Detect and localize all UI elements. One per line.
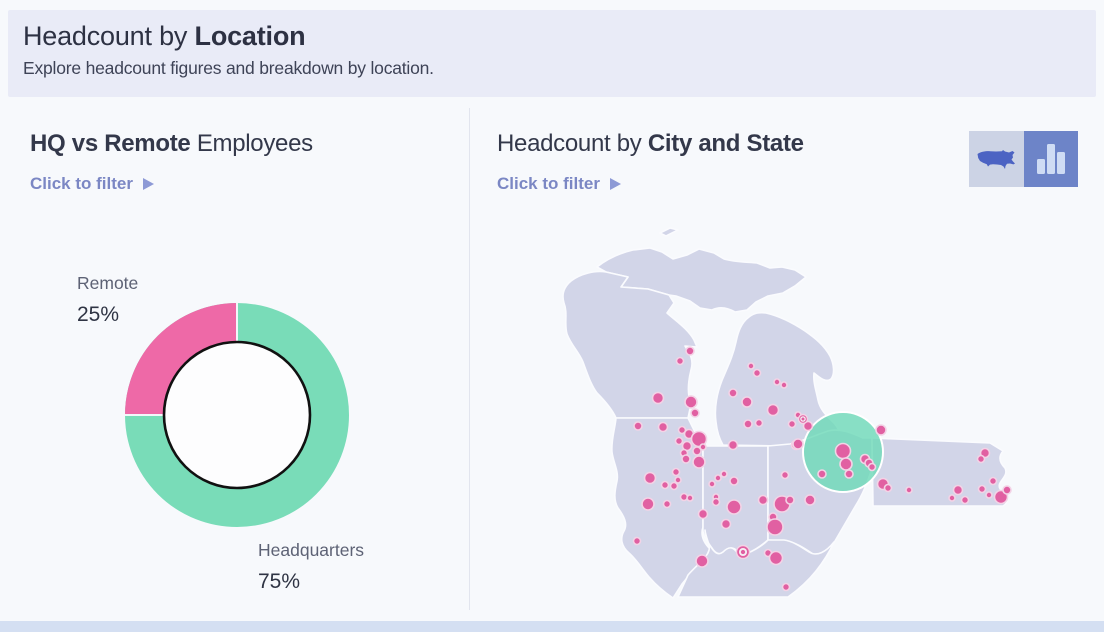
city-dot[interactable]: [766, 403, 780, 417]
state-isle-sliver: [659, 227, 679, 237]
city-dot[interactable]: [690, 408, 700, 418]
city-dot[interactable]: [785, 495, 795, 505]
city-dot[interactable]: [692, 446, 702, 456]
city-dot[interactable]: [720, 470, 728, 478]
headcount-bubble-map[interactable]: [470, 200, 1104, 620]
city-dot[interactable]: [643, 471, 657, 485]
state-shapes[interactable]: [562, 227, 1009, 599]
hq-vs-remote-donut-chart[interactable]: [117, 295, 357, 535]
city-dot[interactable]: [757, 494, 769, 506]
city-dot[interactable]: [988, 476, 998, 486]
city-dot[interactable]: [976, 454, 986, 464]
city-dot[interactable]: [875, 424, 887, 436]
city-dot[interactable]: [743, 419, 753, 429]
city-dot[interactable]: [641, 497, 655, 511]
city-dot[interactable]: [780, 381, 788, 389]
city-dot[interactable]: [729, 476, 739, 486]
bottom-scroll-strip: [0, 621, 1104, 632]
city-dot[interactable]: [651, 391, 665, 405]
city-dot[interactable]: [633, 421, 643, 431]
donut-hole: [162, 340, 312, 490]
city-dot[interactable]: [690, 430, 708, 448]
city-dot[interactable]: [773, 378, 781, 386]
left-panel-title: HQ vs Remote Employees: [30, 130, 313, 157]
filter-arrow-icon: [609, 178, 621, 190]
city-dot[interactable]: [662, 499, 672, 509]
city-dot[interactable]: [766, 518, 784, 536]
city-dot[interactable]: [728, 388, 738, 398]
city-dot[interactable]: [834, 442, 852, 460]
right-click-to-filter: Click to filter: [497, 174, 622, 194]
city-dot[interactable]: [669, 481, 679, 491]
us-map-icon: [977, 150, 1016, 169]
page-subtitle: Explore headcount figures and breakdown …: [23, 58, 434, 78]
filter-arrow-icon: [142, 178, 154, 190]
city-dot[interactable]: [674, 476, 682, 484]
city-dot[interactable]: [677, 425, 687, 435]
city-dot[interactable]: [686, 494, 694, 502]
city-dot[interactable]: [714, 474, 722, 482]
city-dot[interactable]: [977, 484, 987, 494]
city-dot[interactable]: [699, 443, 707, 451]
city-dot[interactable]: [867, 462, 877, 472]
city-dot[interactable]: [660, 480, 670, 490]
city-dot[interactable]: [883, 483, 893, 493]
city-dot[interactable]: [747, 362, 755, 370]
state-michigan-upper[interactable]: [596, 247, 807, 313]
city-dot[interactable]: [804, 494, 816, 506]
city-dot[interactable]: [952, 484, 964, 496]
city-dot[interactable]: [695, 554, 709, 568]
city-dot[interactable]: [844, 469, 854, 479]
page-title: Headcount by Location: [23, 21, 306, 51]
city-dot[interactable]: [685, 346, 695, 356]
city-dot[interactable]: [792, 438, 804, 450]
city-dot-selected[interactable]: [797, 413, 809, 425]
city-dot[interactable]: [960, 495, 970, 505]
city-dot[interactable]: [675, 356, 685, 366]
city-dot[interactable]: [817, 469, 827, 479]
city-dot[interactable]: [839, 457, 853, 471]
city-dot[interactable]: [905, 486, 913, 494]
panel-divider: [469, 108, 470, 610]
right-panel-title: Headcount by City and State: [497, 130, 804, 157]
city-dot[interactable]: [754, 418, 764, 428]
city-dot[interactable]: [726, 499, 742, 515]
city-dot[interactable]: [720, 518, 732, 530]
city-dot[interactable]: [985, 491, 993, 499]
city-dot[interactable]: [781, 582, 791, 592]
city-dot[interactable]: [1002, 485, 1012, 495]
city-dot[interactable]: [768, 550, 784, 566]
headquarters-label: Headquarters 75%: [258, 540, 365, 593]
city-dot[interactable]: [780, 470, 790, 480]
city-dot[interactable]: [802, 420, 814, 432]
city-dot[interactable]: [632, 536, 642, 546]
city-dot[interactable]: [681, 454, 691, 464]
city-dot[interactable]: [948, 494, 956, 502]
bar-chart-view-button[interactable]: [1023, 131, 1078, 187]
city-dot[interactable]: [671, 467, 681, 477]
city-dot[interactable]: [684, 395, 698, 409]
map-view-button[interactable]: [969, 131, 1024, 187]
remote-label: Remote 25%: [77, 273, 139, 326]
city-dot-selected[interactable]: [735, 544, 751, 560]
left-click-to-filter: Click to filter: [30, 174, 155, 194]
city-bubbles[interactable]: [632, 346, 1012, 592]
view-toggle[interactable]: [969, 131, 1078, 187]
city-dot[interactable]: [741, 396, 753, 408]
city-dot[interactable]: [692, 455, 706, 469]
city-dot[interactable]: [657, 421, 669, 433]
city-dot[interactable]: [727, 439, 739, 451]
city-dot[interactable]: [787, 419, 797, 429]
bar-chart-icon: [1036, 144, 1065, 174]
state-kentucky[interactable]: [677, 529, 835, 598]
dashboard-header: Headcount by Location Explore headcount …: [8, 10, 1096, 97]
city-dot[interactable]: [752, 368, 762, 378]
city-dot[interactable]: [708, 480, 716, 488]
city-dot[interactable]: [674, 436, 684, 446]
city-dot[interactable]: [711, 497, 721, 507]
city-dot[interactable]: [697, 508, 709, 520]
